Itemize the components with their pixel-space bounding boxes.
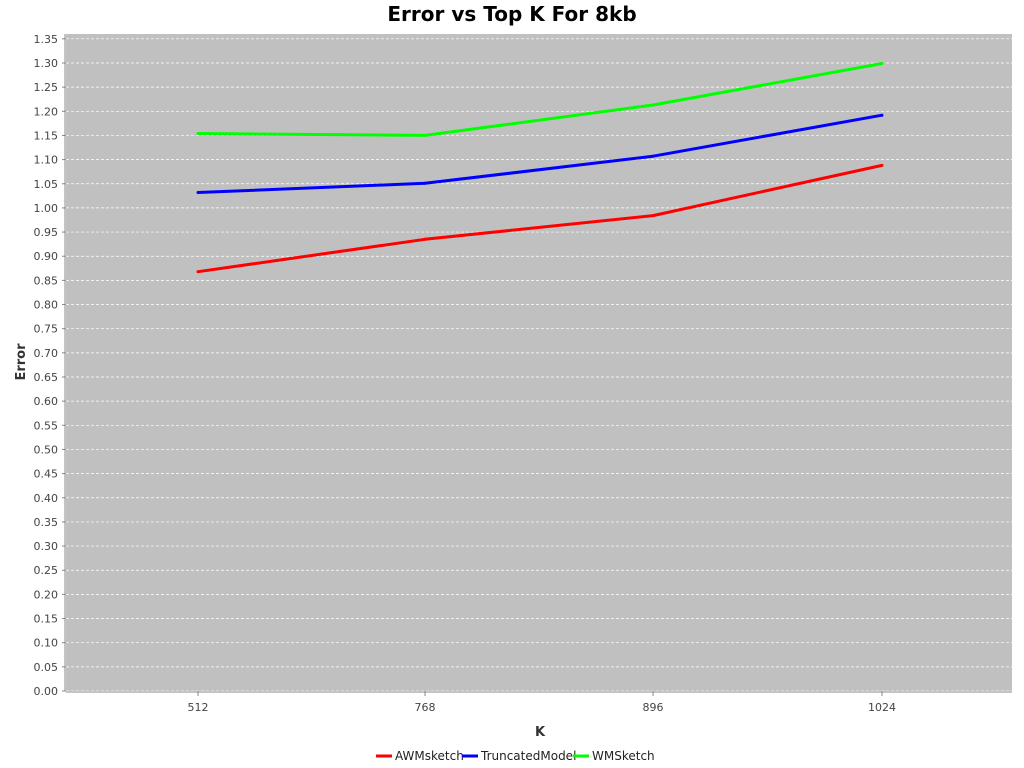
y-axis-ticks: 0.00 0.05 0.10 0.15 0.20 0.25 0.30 0.35 0.40 0.45… (34, 33, 66, 698)
y-tick-label: 0.20 (34, 588, 59, 601)
y-tick-label: 0.25 (34, 564, 59, 577)
y-tick-label: 1.35 (34, 33, 59, 46)
x-axis-title: K (535, 725, 546, 740)
y-tick-label: 0.85 (34, 274, 59, 287)
chart-title: Error vs Top K For 8kb (387, 2, 636, 26)
data-point (651, 214, 655, 218)
y-tick-label: 0.65 (34, 371, 59, 384)
y-tick-label: 0.75 (34, 323, 59, 336)
y-tick-label: 0.35 (34, 516, 59, 529)
y-tick-label: 0.50 (34, 443, 59, 456)
data-point (880, 163, 884, 167)
y-tick-label: 0.90 (34, 250, 59, 263)
y-tick-label: 0.95 (34, 226, 59, 239)
data-point (196, 132, 200, 135)
y-tick-label: 0.80 (34, 299, 59, 312)
y-tick-label: 0.30 (34, 540, 59, 553)
data-point (651, 154, 655, 158)
y-tick-label: 1.20 (34, 105, 59, 118)
y-tick-label: 0.55 (34, 419, 59, 432)
series-line-truncatedmodel (197, 113, 883, 194)
data-point (880, 62, 884, 65)
legend-label: WMSketch (592, 749, 655, 763)
y-tick-label: 1.00 (34, 202, 59, 215)
data-point (423, 237, 427, 241)
y-tick-label: 0.10 (34, 637, 59, 650)
legend: AWMsketch TruncatedModel WMSketch (376, 749, 655, 763)
legend-label: AWMsketch (395, 749, 464, 763)
axes (64, 34, 1012, 693)
data-point (196, 270, 200, 274)
y-tick-label: 1.05 (34, 178, 59, 191)
x-tick-label: 768 (415, 701, 436, 714)
x-tick-label: 512 (188, 701, 209, 714)
y-axis-title: Error (14, 343, 29, 381)
legend-label: TruncatedModel (480, 749, 576, 763)
y-tick-label: 0.60 (34, 395, 59, 408)
series-lines (196, 62, 884, 274)
data-point (423, 133, 427, 137)
series-line-wmsketch (197, 62, 883, 137)
data-point (651, 103, 655, 107)
data-point (196, 191, 200, 194)
series-line-awmsketch (197, 163, 883, 274)
y-tick-label: 1.10 (34, 154, 59, 167)
gridlines (66, 38, 1012, 692)
y-tick-label: 0.45 (34, 468, 59, 481)
x-axis-ticks: 512 768 896 1024 (188, 691, 896, 714)
y-tick-label: 0.40 (34, 492, 59, 505)
x-tick-label: 1024 (868, 701, 896, 714)
y-tick-label: 0.05 (34, 661, 59, 674)
y-tick-label: 1.15 (34, 129, 59, 142)
y-tick-label: 0.15 (34, 613, 59, 626)
y-tick-label: 0.00 (34, 685, 59, 698)
data-point (423, 181, 427, 185)
plot-area (66, 34, 1012, 691)
x-tick-label: 896 (643, 701, 664, 714)
y-tick-label: 0.70 (34, 347, 59, 360)
y-tick-label: 1.30 (34, 57, 59, 70)
y-tick-label: 1.25 (34, 81, 59, 94)
data-point (880, 113, 884, 117)
